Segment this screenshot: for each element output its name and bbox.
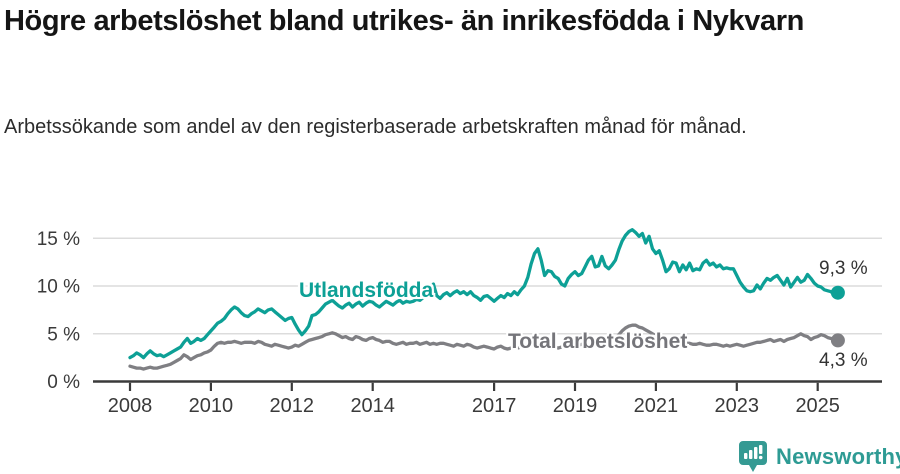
x-axis-tick-label: 2017	[472, 395, 517, 417]
x-axis-tick-label: 2008	[108, 395, 153, 417]
y-axis-tick-label: 0 %	[47, 372, 80, 393]
x-axis-tick-label: 2021	[634, 395, 679, 417]
chart-subtitle: Arbetssökande som andel av den registerb…	[4, 116, 747, 138]
x-axis-tick-label: 2014	[350, 395, 395, 417]
y-axis-tick-label: 10 %	[37, 277, 80, 298]
series-label-total-arbetsloshet: Total arbetslöshet	[508, 330, 688, 353]
series-line-total-arbetsl-shet	[128, 323, 840, 371]
series-line-utlandsf-dda	[128, 228, 840, 360]
x-axis-tick-label: 2025	[795, 395, 840, 417]
end-value-label-total: 4,3 %	[819, 350, 868, 371]
y-axis-tick-label: 5 %	[47, 324, 80, 345]
x-axis-tick-label: 2012	[270, 395, 315, 417]
series-label-utlandsfodda: Utlandsfödda	[299, 279, 434, 302]
newsworthy-wordmark: Newsworthy	[776, 443, 900, 469]
end-value-label-utlandsfodda: 9,3 %	[819, 258, 868, 279]
newsworthy-logo: Newsworthy	[738, 440, 900, 473]
chart-title: Högre arbetslöshet bland utrikes- än inr…	[4, 5, 804, 37]
newsworthy-pin-icon	[739, 441, 767, 472]
series-endpoint-dot	[830, 333, 845, 348]
x-axis-tick-label: 2010	[189, 395, 234, 417]
x-axis-tick-label: 2023	[715, 395, 760, 417]
x-axis-tick-label: 2019	[553, 395, 598, 417]
series-endpoint-dot	[830, 285, 845, 300]
y-axis-tick-label: 15 %	[37, 229, 80, 250]
